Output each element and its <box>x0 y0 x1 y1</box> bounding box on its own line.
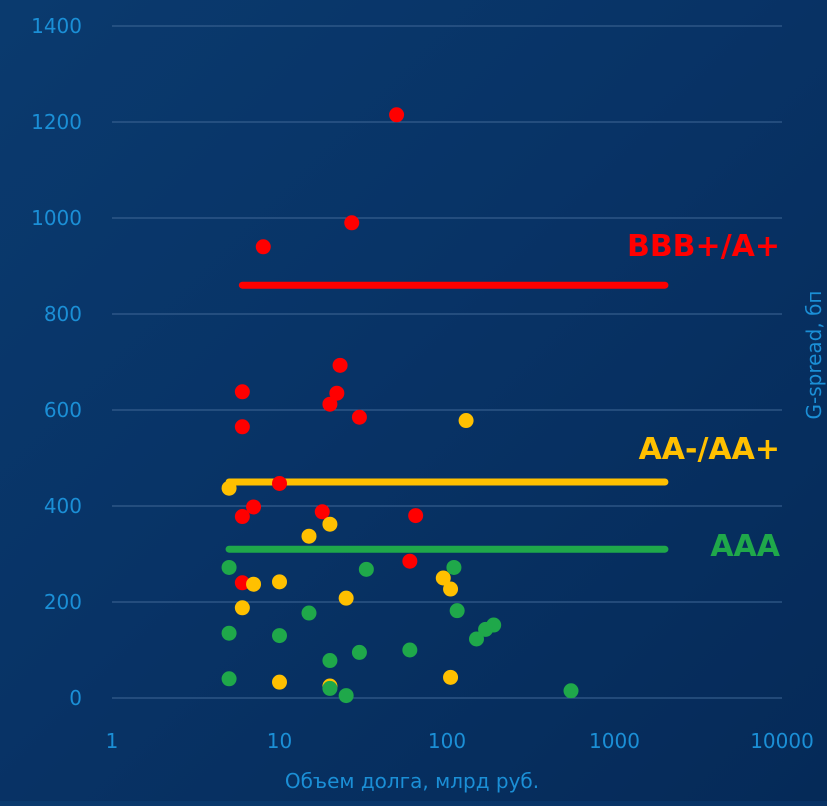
x-tick-label-1: 1 <box>106 729 119 753</box>
data-point-aaa-12 <box>322 653 338 669</box>
data-points <box>221 107 579 704</box>
reference-label-aaa: AAA <box>710 529 780 564</box>
data-point-aa-2 <box>322 516 338 532</box>
y-tick-label-400: 400 <box>44 494 82 518</box>
x-tick-label-100: 100 <box>428 729 466 753</box>
grid-layer <box>112 25 782 699</box>
reference-lines <box>225 281 669 553</box>
data-point-aaa-9 <box>272 628 287 644</box>
reference-label-bbb: BBB+/A+ <box>627 229 780 264</box>
data-point-aa-6 <box>272 574 287 590</box>
data-point-aaa-4 <box>301 605 317 621</box>
data-point-aaa-11 <box>351 644 367 660</box>
data-point-bbb-10 <box>246 499 262 515</box>
y-axis-title: G-spread, бп <box>802 291 826 420</box>
data-point-bbb-2 <box>255 239 271 255</box>
data-point-bbb-14 <box>402 553 418 569</box>
data-point-aaa-16 <box>338 688 354 704</box>
data-point-bbb-4 <box>234 384 250 400</box>
data-point-bbb-11 <box>314 504 330 520</box>
data-point-aa-11 <box>272 674 287 690</box>
data-point-bbb-6 <box>322 396 338 412</box>
reference-label-aa: AA-/AA+ <box>639 432 780 467</box>
data-point-aaa-15 <box>322 680 338 696</box>
data-point-aaa-14 <box>563 683 579 699</box>
data-point-aa-4 <box>435 570 451 586</box>
x-tick-label-1000: 1000 <box>589 729 640 753</box>
x-axis-title: Объем долга, млрд руб. <box>285 769 539 793</box>
data-point-bbb-7 <box>351 409 367 425</box>
data-point-aa-5 <box>246 576 262 592</box>
data-point-aa-0 <box>458 413 474 429</box>
data-point-aaa-1 <box>358 561 374 577</box>
y-tick-label-800: 800 <box>44 302 82 326</box>
data-point-aa-3 <box>301 528 317 544</box>
x-tick-label-10: 10 <box>267 729 292 753</box>
data-point-bbb-12 <box>408 508 424 524</box>
data-point-aaa-3 <box>449 603 465 619</box>
x-tick-labels: 1 10 100 1000 10000 <box>106 729 814 753</box>
data-point-aaa-6 <box>478 621 494 637</box>
data-point-aaa-10 <box>402 642 418 658</box>
y-tick-label-200: 200 <box>44 590 82 614</box>
data-point-aaa-7 <box>468 631 484 647</box>
data-point-bbb-15 <box>234 575 250 591</box>
data-point-aaa-13 <box>221 671 237 687</box>
data-point-aaa-8 <box>221 625 237 641</box>
data-point-aaa-0 <box>221 559 237 575</box>
y-tick-label-1400: 1400 <box>31 14 82 38</box>
data-point-aa-10 <box>443 669 459 685</box>
data-point-aa-1 <box>221 480 237 496</box>
y-tick-label-0: 0 <box>69 686 82 710</box>
y-tick-label-1000: 1000 <box>31 206 82 230</box>
data-point-bbb-13 <box>234 509 250 525</box>
y-tick-labels: 0 200 400 600 800 1000 1200 1400 <box>31 14 82 710</box>
data-point-aa-9 <box>234 600 250 616</box>
data-point-bbb-0 <box>389 107 405 123</box>
data-point-aa-8 <box>338 590 354 606</box>
y-tick-label-1200: 1200 <box>31 110 82 134</box>
data-point-bbb-8 <box>234 419 250 435</box>
data-point-bbb-3 <box>332 357 348 373</box>
data-point-bbb-1 <box>344 215 360 231</box>
x-tick-label-10000: 10000 <box>750 729 814 753</box>
reference-line-labels: BBB+/A+ AA-/AA+ AAA <box>627 229 781 564</box>
data-point-bbb-9 <box>272 475 287 491</box>
data-point-bbb-5 <box>329 385 345 401</box>
data-point-aaa-2 <box>446 559 462 575</box>
data-point-aa-7 <box>443 581 459 597</box>
y-tick-label-600: 600 <box>44 398 82 422</box>
